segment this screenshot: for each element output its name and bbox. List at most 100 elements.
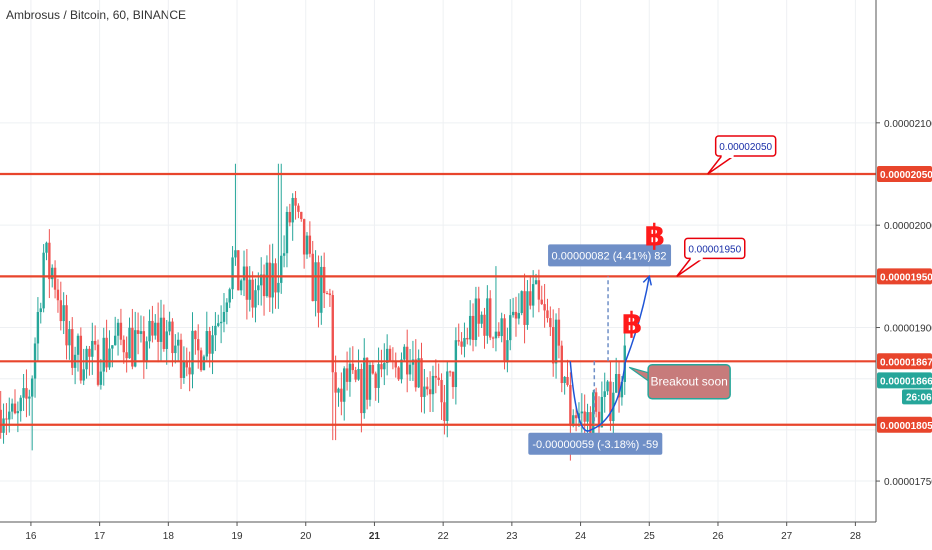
- candle-body: [8, 411, 11, 420]
- candle-body: [537, 280, 541, 300]
- candle-body: [217, 323, 220, 326]
- candle-body: [514, 311, 518, 319]
- candle-body: [603, 391, 606, 397]
- candle-body: [466, 337, 469, 340]
- candle-body: [300, 211, 303, 220]
- candle-body: [540, 299, 543, 305]
- projection-arrowhead: [642, 274, 653, 286]
- candle-body: [154, 322, 157, 336]
- candles-layer: [0, 163, 626, 461]
- candle-body: [320, 266, 323, 313]
- candle-body: [400, 359, 403, 380]
- callout-pointer[interactable]: [707, 155, 737, 175]
- candle-body: [39, 308, 42, 313]
- horizontal-levels[interactable]: [0, 172, 876, 426]
- candle-body: [122, 339, 125, 353]
- note-label: Breakout soon: [650, 375, 727, 389]
- candle-body: [131, 327, 134, 367]
- candle-body: [162, 317, 166, 349]
- candle-body: [171, 321, 174, 354]
- candle-body: [136, 330, 140, 334]
- price-tick-label: 0.00002100: [884, 119, 932, 130]
- price-level-tag: [877, 268, 932, 285]
- callout-box[interactable]: [684, 237, 746, 260]
- note-box[interactable]: [647, 363, 731, 400]
- candle-body: [365, 357, 369, 400]
- candle-body: [288, 211, 292, 223]
- time-tick-label: 28: [850, 531, 862, 542]
- price-tick-label: 0.00001750: [884, 477, 932, 488]
- candle-body: [557, 319, 561, 346]
- candle-body: [134, 330, 137, 367]
- candle-body: [617, 374, 621, 398]
- candle-body: [420, 358, 423, 397]
- candle-body: [351, 363, 355, 371]
- candle-body: [211, 335, 214, 354]
- candle-body: [268, 262, 271, 298]
- candle-body: [62, 305, 65, 322]
- candle-body: [468, 315, 472, 340]
- candle-body: [176, 339, 180, 346]
- measure-box-up[interactable]: [548, 244, 672, 267]
- candle-body: [159, 317, 163, 342]
- candle-body: [480, 314, 483, 324]
- callout-pointer[interactable]: [676, 257, 706, 277]
- candle-body: [560, 345, 563, 384]
- last-price-label: 0.00001866: [880, 376, 932, 387]
- candle-body: [506, 340, 509, 361]
- candle-body: [76, 335, 80, 355]
- candle-body: [277, 282, 280, 293]
- candle-body: [116, 322, 120, 336]
- measure-box-down[interactable]: [528, 432, 663, 455]
- candle-body: [188, 367, 191, 375]
- candle-body: [457, 340, 460, 342]
- candle-body: [377, 364, 380, 388]
- candle-body: [549, 318, 552, 328]
- candle-body: [308, 235, 312, 254]
- candle-body: [385, 348, 389, 364]
- candle-body: [526, 291, 529, 325]
- candle-body: [354, 370, 357, 380]
- candle-body: [460, 341, 463, 347]
- candle-body: [257, 285, 260, 291]
- candle-body: [145, 341, 148, 361]
- candle-body: [5, 418, 8, 420]
- callout-box[interactable]: [714, 135, 777, 157]
- candle-body: [500, 318, 503, 337]
- candle-body: [388, 348, 392, 361]
- candle-body: [65, 305, 68, 346]
- candle-body: [254, 290, 257, 308]
- candle-body: [297, 205, 300, 212]
- candle-body: [179, 339, 183, 378]
- candle-body: [99, 371, 103, 385]
- candle-body: [394, 360, 397, 368]
- last-price-tag: [877, 372, 932, 389]
- candle-body: [42, 252, 45, 309]
- candle-body: [151, 320, 154, 336]
- candle-body: [337, 388, 340, 393]
- candle-body: [511, 311, 515, 316]
- candle-body: [491, 337, 495, 339]
- candle-body: [374, 373, 377, 388]
- candle-body: [51, 267, 54, 280]
- candle-body: [497, 331, 501, 337]
- candle-body: [371, 364, 375, 374]
- candle-body: [483, 314, 486, 336]
- price-level-tag-label: 0.00001805: [880, 421, 932, 432]
- candle-body: [423, 386, 426, 397]
- candle-body: [520, 291, 523, 314]
- candle-body: [334, 372, 337, 393]
- candle-body: [443, 402, 446, 421]
- drawings-layer[interactable]: 0.00002050 0.00001950 0.00000082 (4.41%) 8…: [528, 135, 777, 455]
- countdown-label: 26:06: [906, 392, 932, 403]
- candle-body: [168, 321, 171, 332]
- time-tick-label: 16: [25, 531, 37, 542]
- candle-body: [10, 403, 14, 412]
- bitcoin-symbol-icon: ฿: [644, 218, 665, 253]
- candle-body: [242, 266, 246, 281]
- candle-body: [113, 335, 117, 346]
- projection-curve[interactable]: [569, 276, 651, 432]
- candle-body: [182, 361, 186, 378]
- candle-body: [202, 356, 206, 371]
